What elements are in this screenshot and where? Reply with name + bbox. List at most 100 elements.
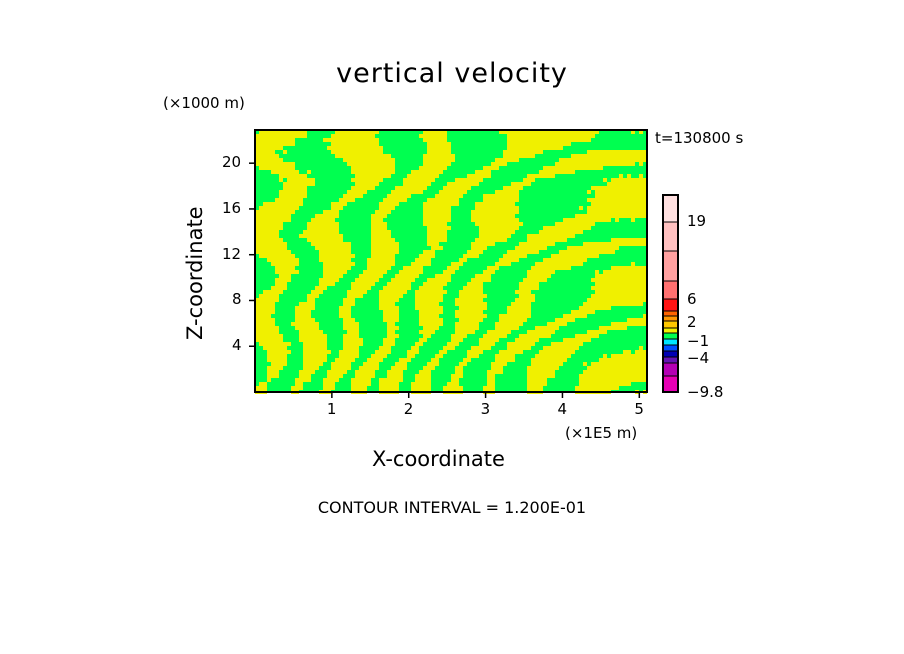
field-cell: [303, 358, 327, 362]
field-cell: [611, 266, 647, 270]
field-cell: [403, 178, 435, 182]
field-cell: [507, 346, 531, 350]
field-cell: [559, 158, 647, 162]
field-cell: [303, 362, 323, 366]
field-cell: [383, 198, 407, 202]
field-cell: [267, 358, 287, 362]
field-cell: [371, 234, 391, 238]
field-cell: [387, 194, 411, 198]
field-cell: [527, 374, 555, 378]
field-cell: [495, 358, 515, 362]
colorbar-segment: [662, 250, 679, 282]
field-cell: [255, 158, 283, 162]
field-cell: [591, 294, 647, 298]
field-cell: [339, 306, 351, 310]
field-cell: [299, 302, 315, 306]
field-cell: [623, 350, 631, 354]
field-cell: [255, 210, 295, 214]
field-cell: [315, 214, 339, 218]
field-cell: [419, 254, 435, 258]
field-cell: [315, 286, 327, 290]
field-cell: [471, 210, 519, 214]
x-tick-label: 3: [480, 400, 491, 418]
field-cell: [371, 226, 387, 230]
field-cell: [419, 318, 443, 322]
field-cell: [559, 250, 615, 254]
field-cell: [371, 214, 387, 218]
field-cell: [483, 194, 519, 198]
field-cell: [375, 210, 391, 214]
field-cell: [367, 266, 391, 270]
field-cell: [379, 382, 399, 386]
field-cell: [279, 190, 307, 194]
field-cell: [255, 230, 279, 234]
field-cell: [443, 386, 463, 390]
field-cell: [503, 254, 527, 258]
field-cell: [323, 262, 355, 266]
field-cell: [507, 142, 571, 146]
axis-ticks: [249, 162, 641, 398]
field-cell: [419, 134, 447, 138]
field-cell: [487, 374, 495, 378]
field-cell: [451, 262, 463, 266]
field-cell: [507, 306, 531, 310]
field-cell: [387, 282, 411, 286]
field-cell: [327, 146, 383, 150]
field-cell: [479, 226, 519, 230]
field-cell: [591, 278, 647, 282]
field-cell: [403, 182, 431, 186]
field-cell: [351, 382, 371, 386]
field-cell: [299, 330, 323, 334]
field-cell: [555, 162, 635, 166]
field-cell: [343, 298, 355, 302]
field-cell: [383, 342, 395, 346]
field-cell: [319, 258, 351, 262]
field-cell: [255, 214, 291, 218]
field-cell: [459, 318, 483, 322]
field-cell: [395, 362, 407, 366]
field-cell: [455, 330, 475, 334]
field-cell: [295, 314, 311, 318]
field-cell: [455, 298, 483, 302]
field-cell: [423, 222, 447, 226]
time-label: t=130800 s: [655, 129, 744, 147]
field-cell: [571, 310, 595, 314]
field-cell: [307, 298, 315, 302]
field-cell: [255, 298, 279, 302]
field-cell: [471, 218, 519, 222]
field-cell: [399, 270, 423, 274]
field-cell: [343, 334, 359, 338]
field-cell: [527, 174, 555, 178]
field-cell: [587, 150, 647, 154]
field-cell: [275, 270, 299, 274]
field-cell: [307, 294, 319, 298]
field-cell: [411, 382, 431, 386]
field-cell: [459, 290, 483, 294]
field-cell: [447, 266, 459, 270]
field-cell: [639, 162, 643, 166]
colorbar-segment: [662, 344, 679, 352]
field-cell: [339, 310, 351, 314]
field-cell: [255, 134, 307, 138]
field-cell: [347, 290, 367, 294]
field-cell: [379, 346, 391, 350]
field-cell: [491, 362, 507, 366]
field-cell: [511, 182, 531, 186]
field-cell: [503, 154, 535, 158]
field-cell: [367, 258, 395, 262]
field-cell: [435, 194, 463, 198]
field-cell: [355, 370, 375, 374]
field-cell: [363, 270, 387, 274]
field-cell: [595, 290, 647, 294]
field-cell: [419, 322, 443, 326]
field-cell: [303, 230, 339, 234]
field-cell: [575, 386, 619, 390]
field-cell: [283, 150, 287, 154]
field-cell: [303, 366, 319, 370]
field-cell: [343, 194, 363, 198]
field-cell: [427, 226, 451, 230]
field-cell: [419, 338, 427, 342]
colorbar-segment: [662, 332, 679, 340]
field-cell: [391, 278, 415, 282]
